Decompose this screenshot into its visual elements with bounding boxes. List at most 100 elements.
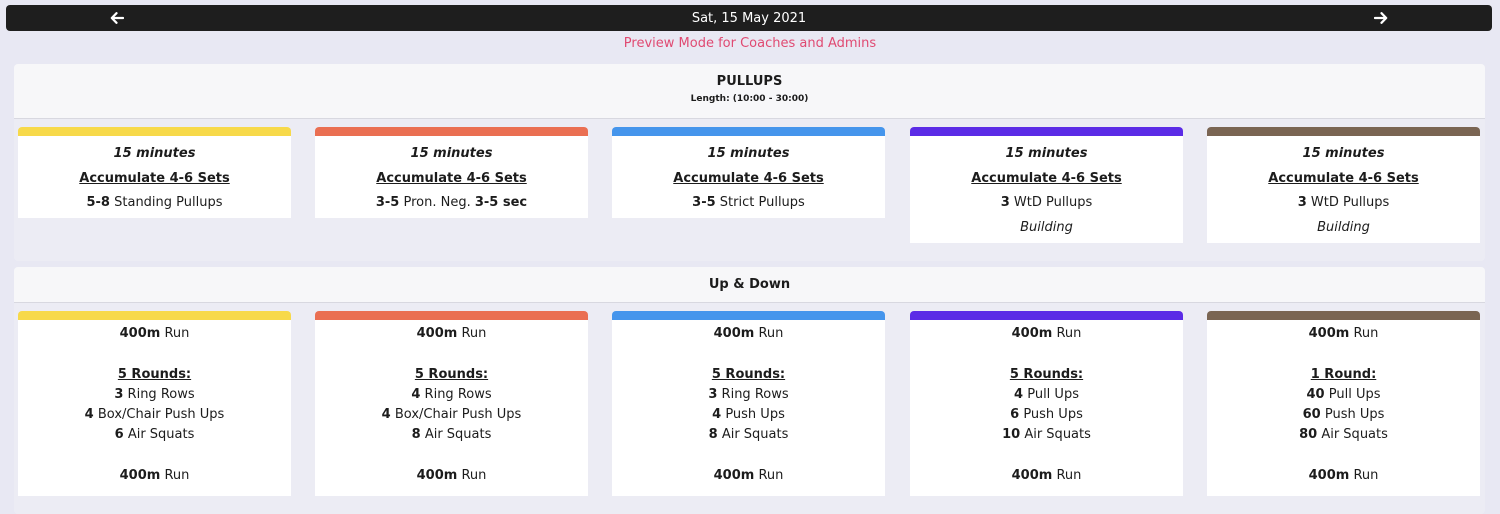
rounds: 5 Rounds: [1009,366,1084,382]
duration: 15 minutes [707,146,790,161]
movement: Pull Ups [1328,386,1381,402]
workout-section-up-and-down: Up & Down 400m Run 5 Rounds: 3 Ring Rows… [14,267,1485,514]
rounds: 5 Rounds: [711,366,786,382]
arrow-left-icon[interactable] [102,5,132,31]
track-card-purple: 400m Run 5 Rounds: 4 Pull Ups 6 Push Ups… [910,311,1183,496]
movement: Air Squats [1321,427,1388,443]
run-label: Run [758,468,784,484]
movement: Push Ups [1324,407,1385,423]
spacer [612,344,885,364]
run-distance: 400m [713,468,755,484]
exercise-line: 4 Pull Ups [910,385,1183,405]
movement-line: 3 WtD Pullups [1207,191,1480,216]
spacer [910,344,1183,364]
run-distance: 400m [713,326,755,341]
hold-time: 3-5 sec [474,195,528,210]
section-header: PULLUPS Length: (10:00 - 30:00) [14,64,1485,119]
scheme: Accumulate 4-6 Sets [79,170,230,186]
duration: 15 minutes [410,146,493,161]
reps: 3 [1000,195,1010,210]
run-label: Run [758,326,784,341]
run-line: 400m Run [1207,466,1480,486]
reps: 4 [381,407,391,423]
spacer [1207,344,1480,364]
exercise-line: 4 Box/Chair Push Ups [18,405,291,425]
exercise-line: 3 Ring Rows [612,385,885,405]
exercise-line: 8 Air Squats [315,425,588,445]
movement: Push Ups [725,407,785,423]
exercise-line: 3 Ring Rows [18,385,291,405]
run-label: Run [1056,326,1082,341]
movement: Ring Rows [424,386,492,402]
movement: Air Squats [1024,427,1091,443]
track-card-brown: 15 minutes Accumulate 4-6 Sets 3 WtD Pul… [1207,127,1480,243]
run-line: 400m Run [612,466,885,486]
track-card-blue: 15 minutes Accumulate 4-6 Sets 3-5 Stric… [612,127,885,218]
run-distance: 400m [416,326,458,341]
run-line: 400m Run [18,324,291,344]
reps: 3-5 [375,195,400,210]
run-label: Run [1056,468,1082,484]
preview-mode-notice: Preview Mode for Coaches and Admins [623,36,877,51]
run-line: 400m Run [1207,324,1480,344]
run-line: 400m Run [910,324,1183,344]
movement: Push Ups [1023,407,1083,423]
reps: 4 [1014,386,1024,402]
movement: Box/Chair Push Ups [394,407,522,423]
reps: 4 [84,407,94,423]
run-distance: 400m [1308,326,1350,341]
track-card-purple: 15 minutes Accumulate 4-6 Sets 3 WtD Pul… [910,127,1183,243]
duration: 15 minutes [113,146,196,161]
reps: 3 [1297,195,1307,210]
scheme: Accumulate 4-6 Sets [971,170,1122,186]
section-title: Up & Down [708,277,791,292]
spacer [612,446,885,466]
section-title: PULLUPS [716,74,783,89]
exercise-line: 40 Pull Ups [1207,385,1480,405]
reps: 40 [1306,386,1325,402]
scheme: Accumulate 4-6 Sets [376,170,527,186]
duration: 15 minutes [1302,146,1385,161]
run-label: Run [164,468,190,484]
reps: 10 [1002,427,1021,443]
movement: Pull Ups [1027,386,1079,402]
reps: 8 [708,427,718,443]
movement-line: 3 WtD Pullups [910,191,1183,216]
spacer [18,446,291,466]
run-label: Run [461,326,487,341]
spacer [315,344,588,364]
exercise-line: 60 Push Ups [1207,405,1480,425]
section-header: Up & Down [14,267,1485,303]
exercise-line: 4 Ring Rows [315,385,588,405]
movement: Strict Pullups [719,195,805,210]
run-distance: 400m [1011,468,1053,484]
movement: Standing Pullups [114,195,223,210]
reps: 3 [114,386,124,402]
movement: Air Squats [127,427,195,443]
reps: 3-5 [692,195,716,210]
rounds: 5 Rounds: [414,366,489,382]
run-line: 400m Run [18,466,291,486]
reps: 4 [712,407,722,423]
run-distance: 400m [416,468,458,484]
exercise-line: 8 Air Squats [612,425,885,445]
movement-line: 5-8 Standing Pullups [18,191,291,216]
exercise-line: 80 Air Squats [1207,425,1480,445]
section-length: Length: (10:00 - 30:00) [690,94,809,104]
movement: WtD Pullups [1013,195,1093,210]
note: Building [1020,219,1073,235]
track-card-blue: 400m Run 5 Rounds: 3 Ring Rows 4 Push Up… [612,311,885,496]
movement: Air Squats [721,427,789,443]
run-label: Run [1353,326,1379,341]
movement: Air Squats [424,427,492,443]
movement-line: 3-5 Pron. Neg. 3-5 sec [315,191,588,216]
arrow-right-icon[interactable] [1366,5,1396,31]
duration: 15 minutes [1005,146,1088,161]
run-line: 400m Run [315,324,588,344]
current-date: Sat, 15 May 2021 [691,10,807,26]
track-card-yellow: 400m Run 5 Rounds: 3 Ring Rows 4 Box/Cha… [18,311,291,496]
movement: Pron. Neg. [403,195,471,210]
reps: 4 [411,386,421,402]
reps: 6 [1010,407,1020,423]
run-distance: 400m [1308,468,1350,484]
